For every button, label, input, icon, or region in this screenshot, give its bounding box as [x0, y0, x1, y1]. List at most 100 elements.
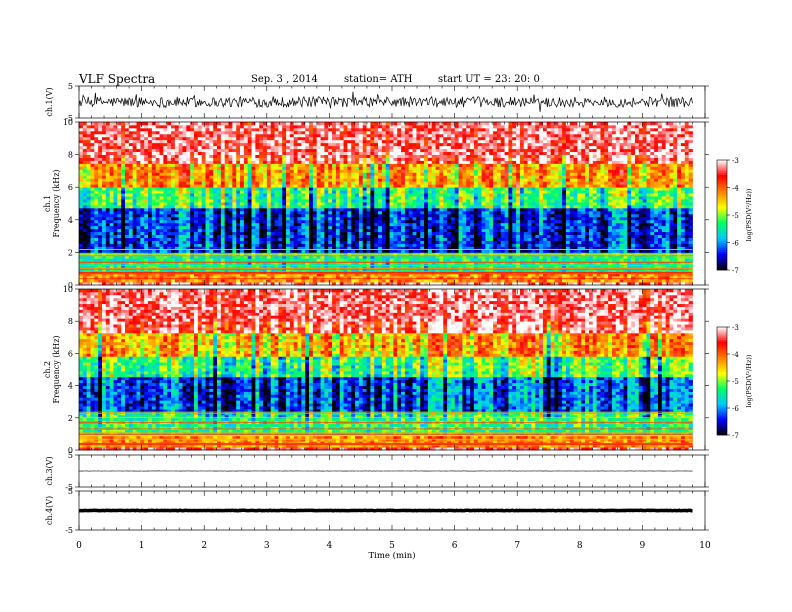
- spectrogram-cell: [347, 169, 352, 173]
- spectrogram-cell: [259, 225, 264, 230]
- spectrogram-cell: [105, 145, 111, 150]
- spectrogram-cell: [159, 225, 164, 230]
- spectrogram-cell: [408, 122, 413, 126]
- spectrogram-cell: [102, 276, 107, 280]
- spectrogram-cell: [393, 160, 398, 164]
- spectrogram-cell: [144, 127, 149, 132]
- spectrogram-cell: [397, 184, 402, 188]
- spectrogram-cell: [217, 130, 222, 135]
- spectrogram-cell: [174, 237, 180, 241]
- spectrogram-cell: [408, 222, 413, 227]
- spectrogram-cell: [347, 175, 352, 179]
- spectrogram-cell: [412, 181, 417, 185]
- spectrogram-cell: [393, 279, 398, 283]
- spectrogram-cell: [140, 178, 145, 182]
- spectrogram-cell: [167, 187, 172, 191]
- spectrogram-cell: [144, 154, 149, 158]
- spectrogram-cell: [335, 249, 341, 253]
- spectrogram-cell: [159, 163, 164, 167]
- spectrogram-cell: [339, 154, 344, 158]
- spectrogram-cell: [113, 255, 118, 259]
- spectrogram-cell: [136, 228, 141, 233]
- spectrogram-cell: [286, 228, 291, 233]
- spectrogram-cell: [259, 202, 264, 206]
- spectrogram-cell: [266, 181, 272, 185]
- spectrogram-cell: [236, 246, 241, 250]
- spectrogram-cell: [332, 193, 337, 197]
- spectrogram-cell: [358, 133, 364, 138]
- spectrogram-cell: [378, 190, 383, 194]
- spectrogram-cell: [109, 207, 114, 212]
- spectrogram-cell: [94, 145, 99, 150]
- spectrogram-cell: [339, 148, 344, 153]
- spectrogram-cell: [316, 133, 321, 138]
- spectrogram-cell: [102, 157, 107, 161]
- spectrogram-cell: [274, 202, 279, 206]
- spectrogram-cell: [289, 249, 295, 253]
- spectrogram-cell: [151, 154, 157, 158]
- spectrogram-cell: [163, 142, 168, 147]
- spectrogram-cell: [240, 190, 245, 194]
- spectrogram-cell: [263, 207, 268, 212]
- spectrogram-cell: [128, 199, 134, 203]
- spectrogram-cell: [113, 151, 118, 155]
- spectrogram-cell: [266, 166, 272, 170]
- spectrogram-cell: [324, 273, 329, 277]
- spectrogram-cell: [389, 133, 394, 138]
- spectrogram-cell: [339, 151, 344, 155]
- spectrogram-cell: [255, 210, 260, 215]
- spectrogram-cell: [136, 130, 141, 135]
- spectrogram-cell: [332, 228, 337, 233]
- spectrogram-cell: [232, 279, 237, 283]
- spectrogram-cell: [151, 190, 157, 194]
- spectrogram-cell: [259, 204, 264, 209]
- spectrogram-cell: [243, 255, 249, 259]
- spectrogram-cell: [381, 163, 387, 167]
- spectrogram-cell: [259, 130, 264, 135]
- spectrogram-cell: [378, 127, 383, 132]
- spectrogram-cell: [205, 181, 210, 185]
- spectrogram-cell: [274, 231, 279, 236]
- spectrogram-cell: [355, 228, 360, 233]
- spectrogram-cell: [355, 133, 360, 138]
- spectrogram-cell: [404, 255, 410, 259]
- chart-title: VLF Spectra: [79, 72, 156, 86]
- spectrogram-cell: [186, 204, 191, 209]
- spectrogram-cell: [186, 234, 191, 238]
- spectrogram-cell: [243, 204, 249, 209]
- spectrogram-cell: [79, 249, 84, 253]
- spectrogram-cell: [217, 193, 222, 197]
- spectrogram-cell: [393, 249, 398, 253]
- spectrogram-cell: [236, 130, 241, 135]
- spectrogram-cell: [366, 210, 371, 215]
- spectrogram-cell: [201, 273, 206, 277]
- spectrogram-cell: [163, 160, 168, 164]
- spectrogram-cell: [358, 225, 364, 230]
- spectrogram-cell: [289, 193, 295, 197]
- spectrogram-cell: [171, 187, 176, 191]
- spectrogram-cell: [159, 196, 164, 200]
- spectrogram-cell: [171, 172, 176, 176]
- spectrogram-cell: [155, 204, 160, 209]
- spectrogram-cell: [228, 139, 233, 144]
- waveform: [78, 91, 693, 112]
- spectrogram-cell: [243, 151, 249, 155]
- spectrogram-cell: [140, 196, 145, 200]
- spectrogram-cell: [167, 139, 172, 144]
- spectrogram-cell: [412, 255, 417, 259]
- spectrogram-cell: [213, 178, 218, 182]
- spectrogram-cell: [335, 222, 341, 227]
- spectrogram-cell: [328, 258, 333, 262]
- spectrogram-cell: [190, 255, 195, 259]
- spectrogram-cell: [378, 196, 383, 200]
- spectrogram-cell: [381, 261, 387, 265]
- spectrogram-cell: [293, 166, 298, 170]
- spectrogram-cell: [90, 184, 95, 188]
- spectrogram-cell: [102, 199, 107, 203]
- spectrogram-cell: [128, 210, 134, 215]
- spectrogram-cell: [309, 151, 314, 155]
- spectrogram-cell: [79, 261, 84, 265]
- spectrogram-cell: [404, 210, 410, 215]
- spectrogram-cell: [151, 145, 157, 150]
- spectrogram-cell: [305, 166, 310, 170]
